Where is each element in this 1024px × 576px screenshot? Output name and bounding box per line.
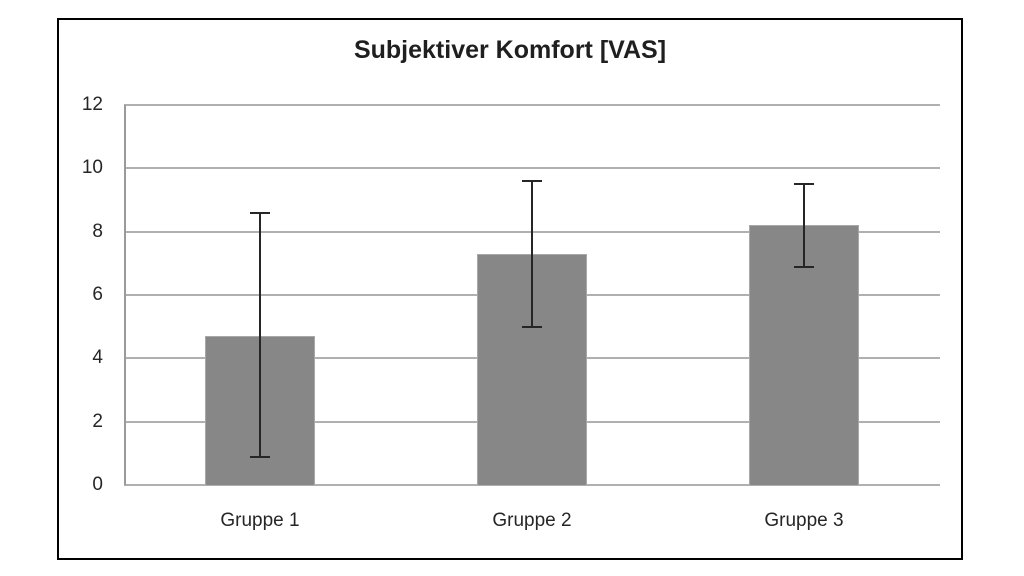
x-category-label: Gruppe 1 <box>220 510 300 531</box>
y-tick-label: 2 <box>92 410 103 432</box>
y-tick-label: 12 <box>81 94 103 115</box>
error-bar-cap-top <box>522 180 542 182</box>
chart-title: Subjektiver Komfort [VAS] <box>353 36 667 64</box>
chart-frame: Subjektiver Komfort [VAS] 0 2 4 6 8 10 12 Grupp… <box>57 18 963 560</box>
error-bar-line <box>531 181 533 327</box>
error-bar-line <box>259 212 261 457</box>
error-bar-cap-bottom <box>522 325 542 328</box>
y-axis-line <box>124 105 126 485</box>
y-tick-label: 0 <box>92 474 103 495</box>
plot-area <box>124 104 940 486</box>
error-bar-cap-bottom <box>250 455 270 458</box>
bar <box>749 225 859 485</box>
gridline <box>124 484 940 486</box>
error-bar-cap-bottom <box>794 265 814 268</box>
y-tick-label: 6 <box>92 284 103 305</box>
error-bar-cap-top <box>250 211 270 214</box>
gridline <box>124 104 940 106</box>
x-category-label: Gruppe 3 <box>764 510 844 531</box>
x-category-label: Gruppe 2 <box>492 510 572 531</box>
y-tick-label: 8 <box>92 220 103 242</box>
gridline <box>124 167 940 170</box>
error-bar-line <box>803 184 805 267</box>
y-tick-label: 10 <box>81 157 103 179</box>
y-tick-label: 4 <box>92 347 103 369</box>
error-bar-cap-top <box>794 183 814 186</box>
